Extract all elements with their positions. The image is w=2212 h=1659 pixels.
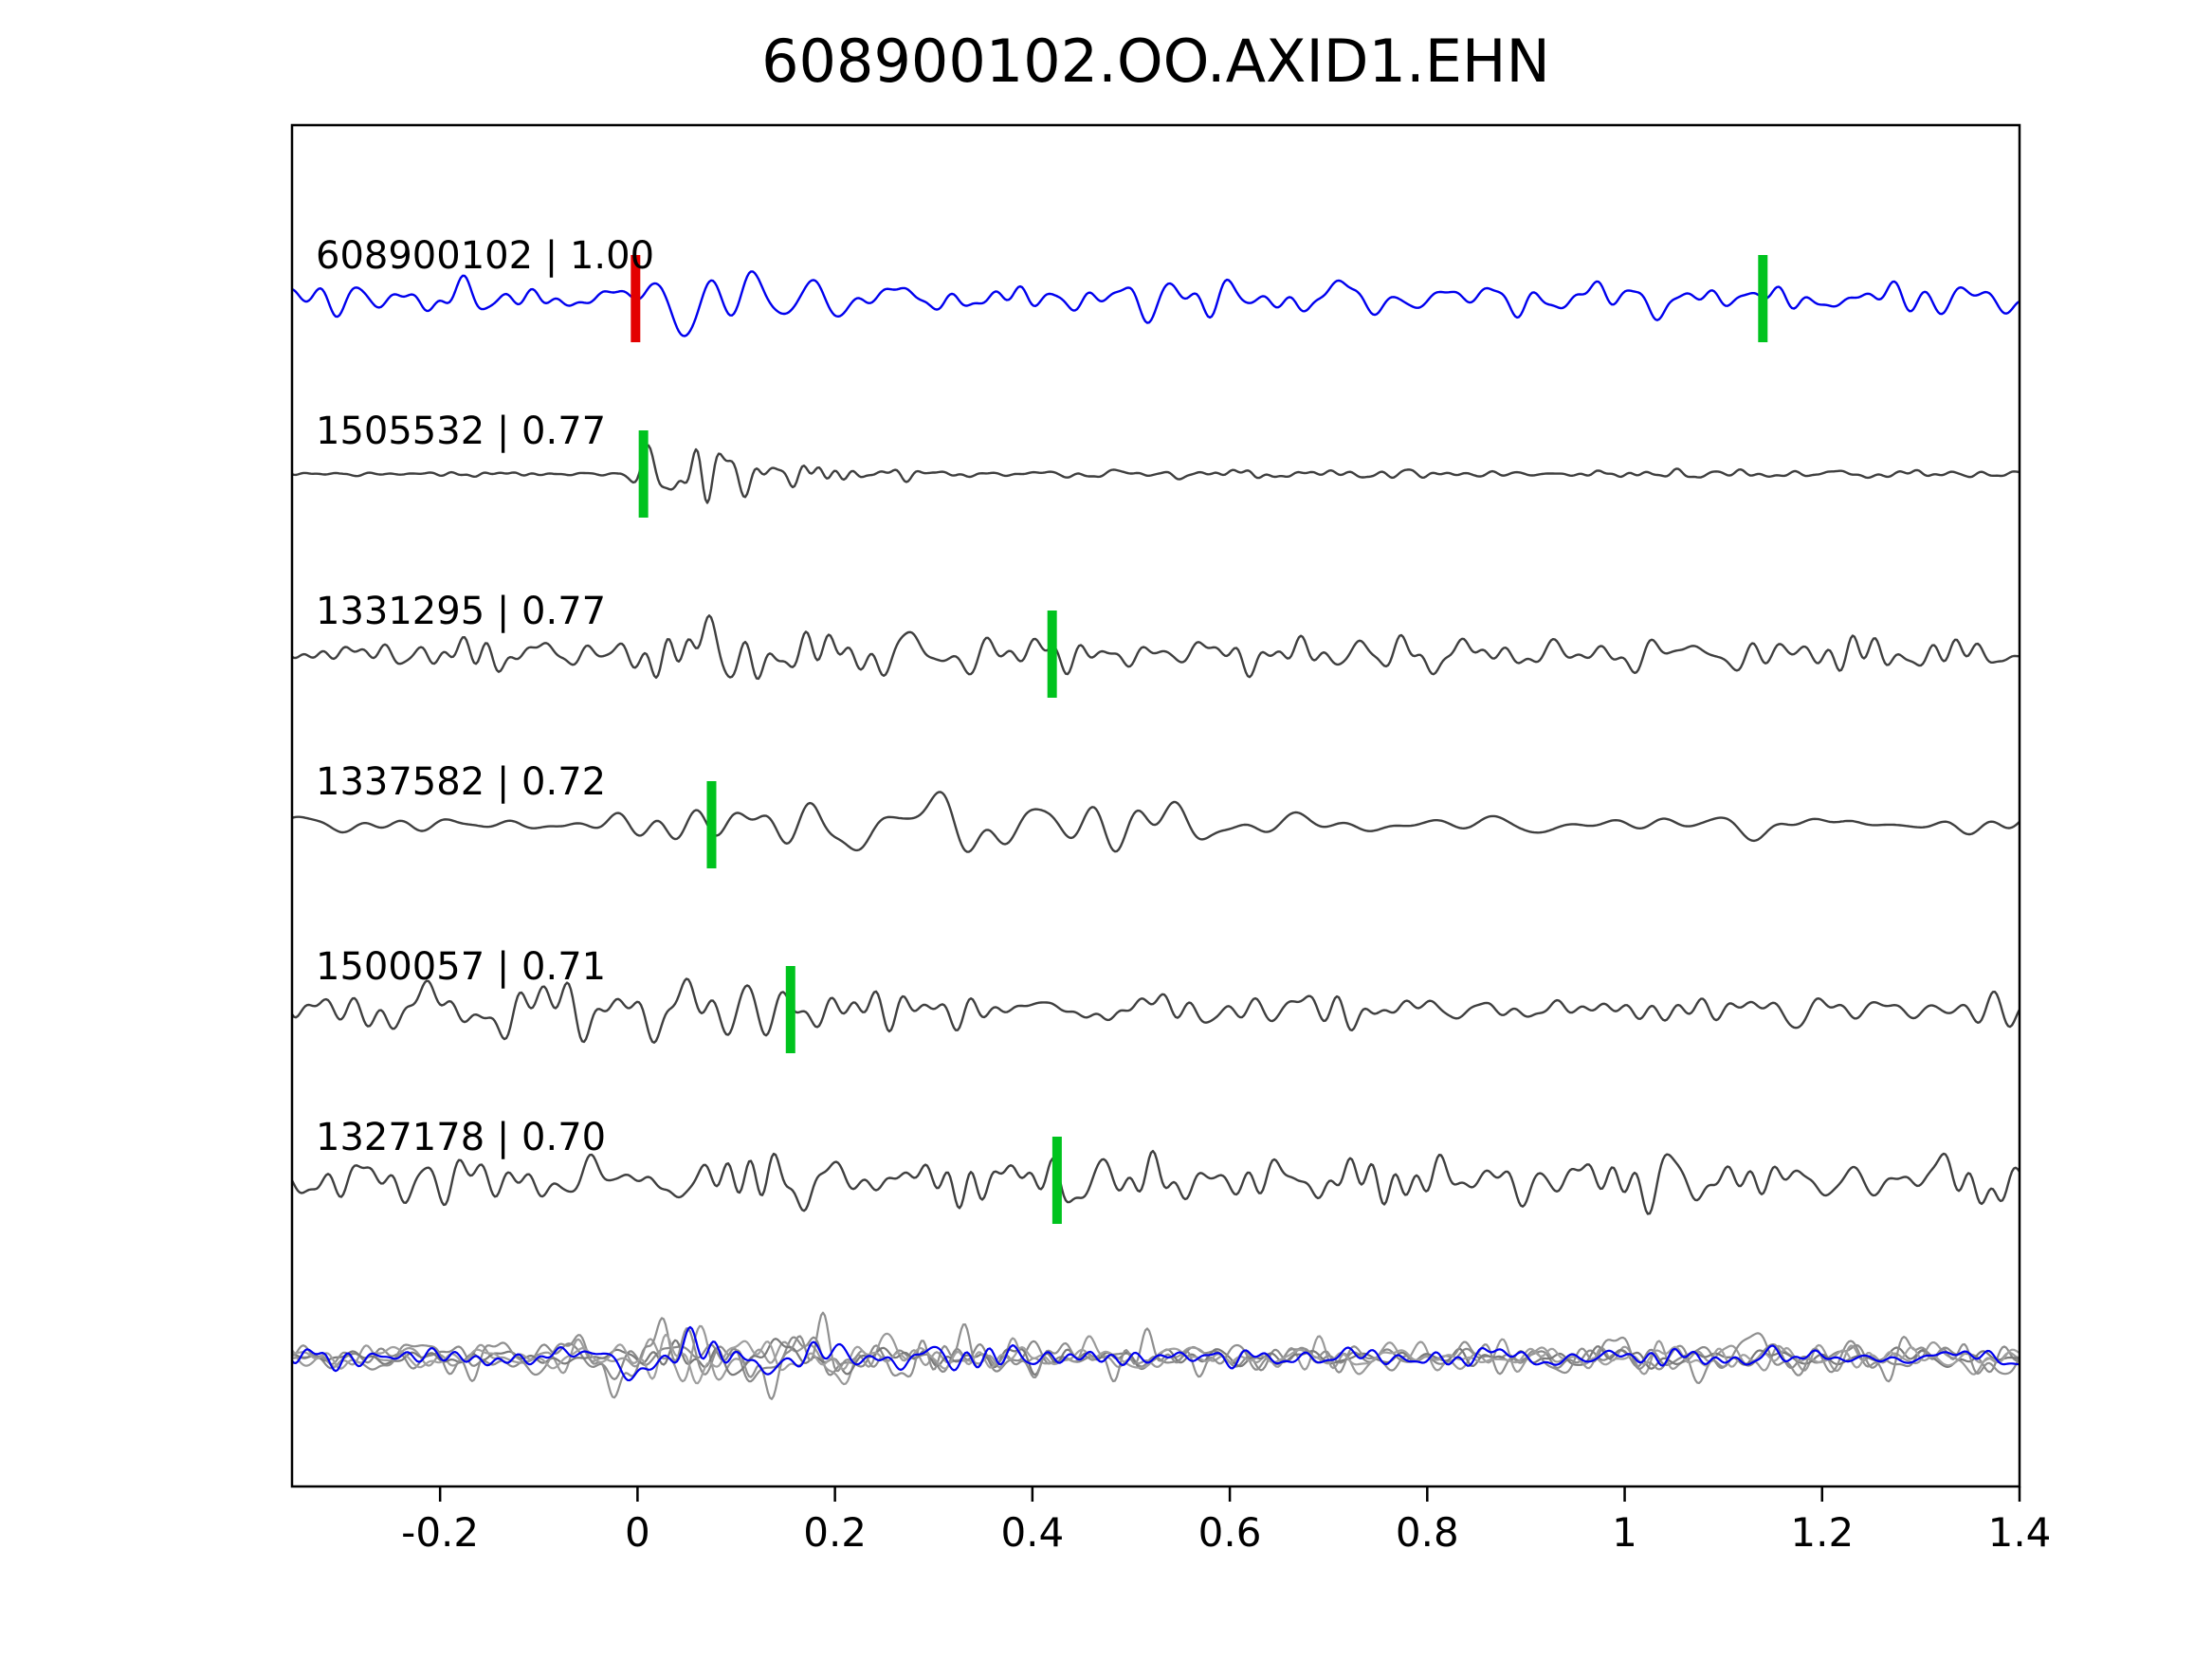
trace-label-1327178: 1327178 | 0.70: [316, 1116, 607, 1159]
x-tick-label-0.8: 0.8: [1395, 1509, 1459, 1556]
x-tick-label-0.4: 0.4: [1000, 1509, 1065, 1556]
waveform-trace-1337582: [292, 791, 2020, 853]
page-title: 608900102.OO.AXID1.EHN: [761, 27, 1550, 96]
plot-border: [290, 123, 2021, 1488]
waveform-trace-608900102: [292, 270, 2020, 337]
waveform-trace-1327178: [292, 1150, 2020, 1215]
x-tick-label-1.2: 1.2: [1790, 1509, 1855, 1556]
x-tick-label-0.6: 0.6: [1197, 1509, 1262, 1556]
trace-label-1337582: 1337582 | 0.72: [316, 760, 607, 804]
traces-group: [292, 255, 2020, 1400]
x-tick-label-0: 0: [625, 1509, 650, 1556]
trace-label-1500057: 1500057 | 0.71: [316, 945, 607, 989]
trace-label-1505532: 1505532 | 0.77: [316, 410, 607, 453]
overlay-trace-5: [292, 1325, 2020, 1382]
overlay-trace-1: [292, 1324, 2020, 1386]
x-tick-label-1: 1: [1612, 1509, 1637, 1556]
x-tick-label-1.4: 1.4: [1987, 1509, 2052, 1556]
trace-label-608900102: 608900102 | 1.00: [316, 234, 655, 278]
waveform-trace-1505532: [292, 444, 2020, 504]
waveform-trace-1331295: [292, 614, 2020, 681]
trace-label-1331295: 1331295 | 0.77: [316, 590, 607, 633]
waveform-trace-1500057: [292, 977, 2020, 1044]
x-tick-label-0.2: 0.2: [803, 1509, 868, 1556]
x-tick-label--0.2: -0.2: [401, 1509, 480, 1556]
